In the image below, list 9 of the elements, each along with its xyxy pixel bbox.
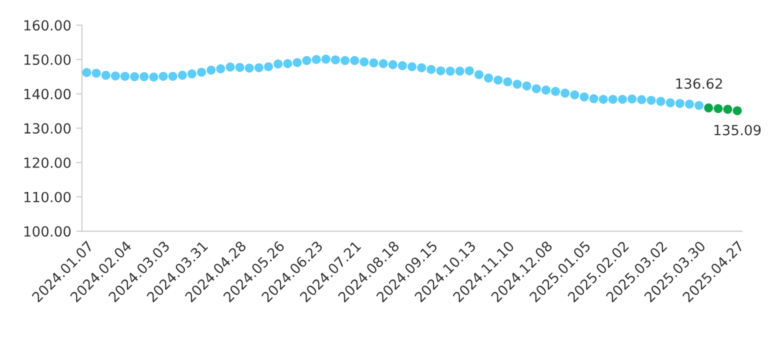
y-tick-label: 140.00 <box>24 88 71 100</box>
annotation: 135.09 <box>714 124 761 136</box>
annotation: 136.62 <box>676 78 722 89</box>
y-tick-label: 120.00 <box>24 157 71 168</box>
y-tick-label: 110.00 <box>24 192 71 202</box>
y-tick-label: 160.00 <box>24 20 71 31</box>
y-tick-label: 100.00 <box>24 226 71 237</box>
y-tick-label: 130.00 <box>24 123 71 134</box>
y-tick-label: 150.00 <box>24 54 71 65</box>
